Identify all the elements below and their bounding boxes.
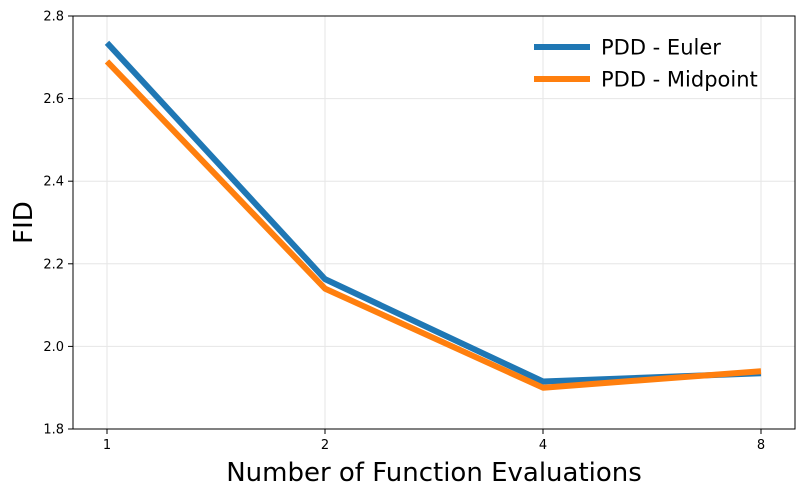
y-tick-label: 2.0 [43, 340, 64, 355]
legend: PDD - Euler PDD - Midpoint [534, 36, 758, 92]
series-line-pdd-midpoint [104, 59, 762, 391]
y-tick-label: 2.4 [43, 175, 64, 190]
plot-frame [72, 15, 796, 430]
x-tick-label: 4 [539, 438, 547, 453]
series-line-pdd-euler [104, 40, 762, 385]
y-tick-label: 2.2 [43, 257, 64, 272]
legend-label: PDD - Euler [601, 36, 721, 60]
x-tick-label: 2 [321, 438, 329, 453]
x-tick-label: 1 [103, 438, 111, 453]
series-lines [104, 40, 762, 391]
y-axis-title: FID [9, 201, 39, 244]
y-tick-label: 1.8 [43, 423, 64, 438]
y-tick-label: 2.8 [43, 10, 64, 25]
legend-label: PDD - Midpoint [601, 68, 758, 92]
y-tick-label: 2.6 [43, 92, 64, 107]
x-tick-label: 8 [757, 438, 765, 453]
axis-ticks: 1 2 4 8 1.8 2.0 2.2 2.4 2.6 2.8 [43, 10, 765, 454]
x-axis-title: Number of Function Evaluations [226, 458, 642, 488]
